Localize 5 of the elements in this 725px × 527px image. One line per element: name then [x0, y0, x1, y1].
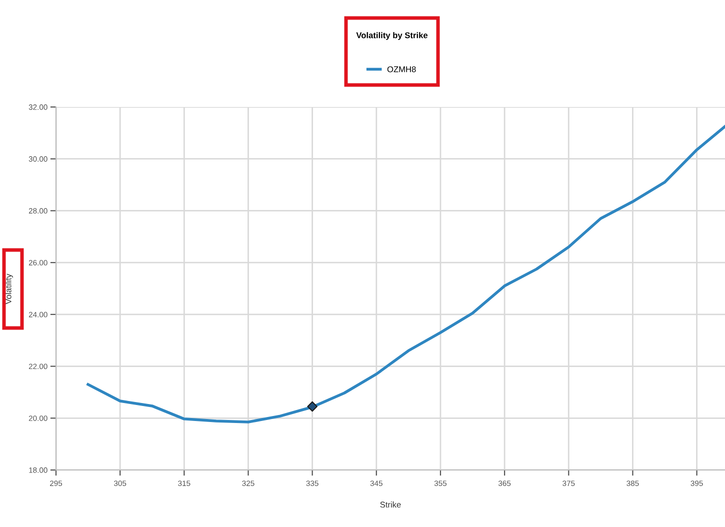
- legend-label: OZMH8: [387, 66, 416, 72]
- y-axis-title: Volatility: [5, 274, 13, 304]
- chart-title: Volatility by Strike: [356, 32, 428, 40]
- x-axis-title: Strike: [380, 501, 401, 508]
- line-series: [86, 125, 725, 424]
